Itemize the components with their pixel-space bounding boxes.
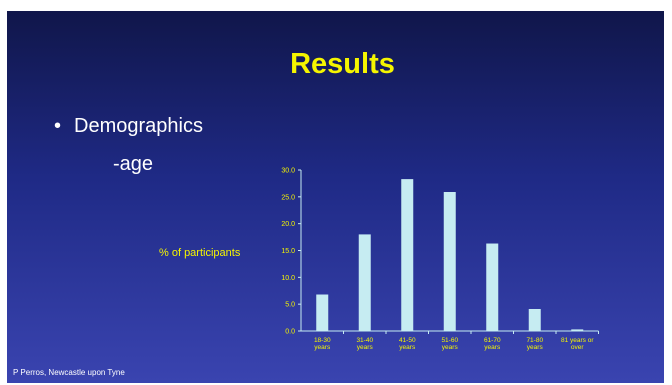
bar	[443, 192, 456, 331]
y-tick-label: 10.0	[281, 275, 295, 282]
bullet-text: Demographics	[74, 115, 203, 137]
bar-chart: 0.05.010.015.020.025.030.018-30years31-4…	[281, 168, 599, 351]
x-tick-label: years	[442, 344, 459, 351]
slide-title: Results	[290, 48, 395, 80]
bar	[358, 234, 371, 331]
bar	[528, 308, 541, 331]
bar	[401, 179, 414, 331]
x-tick-label: years	[314, 344, 331, 351]
y-axis-label: % of participants	[159, 247, 241, 259]
bullet-marker: •	[54, 115, 62, 137]
y-tick-label: 20.0	[281, 221, 295, 228]
x-tick-label: 71-80	[526, 337, 543, 344]
footer-credit: P Perros, Newcastle upon Tyne	[13, 368, 125, 377]
bar	[316, 294, 329, 331]
slide: Results • Demographics -age % of partici…	[7, 11, 664, 383]
bar	[486, 243, 499, 331]
y-tick-label: 30.0	[281, 168, 295, 175]
y-tick-label: 25.0	[281, 194, 295, 201]
x-tick-label: 41-50	[399, 337, 416, 344]
x-tick-label: years	[357, 344, 374, 351]
x-tick-label: 31-40	[356, 337, 373, 344]
x-tick-label: years	[527, 344, 544, 351]
x-tick-label: years	[399, 344, 416, 351]
y-tick-label: 15.0	[281, 248, 295, 255]
x-tick-label: 61-70	[484, 337, 501, 344]
x-tick-label: years	[484, 344, 501, 351]
x-tick-label: over	[571, 344, 584, 351]
y-tick-label: 0.0	[285, 329, 295, 336]
subbullet-text: -age	[113, 153, 154, 175]
x-tick-label: 51-60	[441, 337, 458, 344]
y-tick-label: 5.0	[285, 302, 295, 309]
x-tick-label: 81 years or	[561, 337, 594, 344]
x-tick-label: 18-30	[314, 337, 331, 344]
bar	[571, 329, 584, 331]
